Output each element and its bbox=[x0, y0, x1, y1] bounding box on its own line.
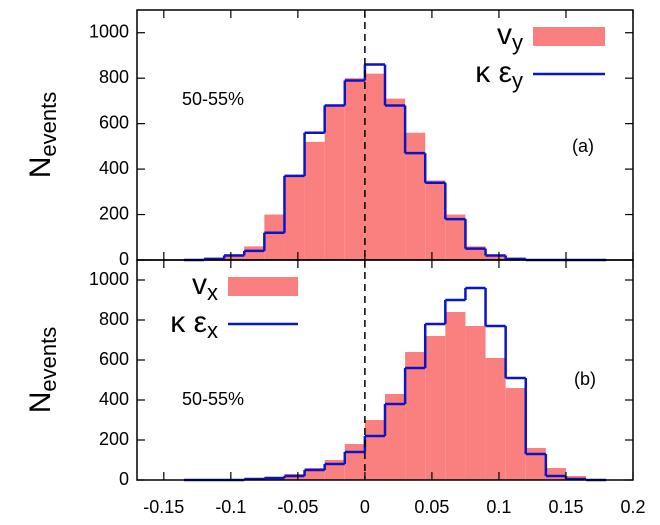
bar bbox=[324, 105, 345, 260]
text-part: N bbox=[24, 392, 57, 414]
legend-label: vy bbox=[497, 18, 523, 55]
bar bbox=[284, 175, 305, 260]
x-tick-label: 0.15 bbox=[548, 497, 583, 517]
text-part: x bbox=[207, 280, 218, 305]
y-tick-label: 400 bbox=[99, 389, 129, 409]
text-part: y bbox=[512, 68, 523, 93]
legend-label: vx bbox=[192, 268, 218, 305]
x-tick-label: 0.05 bbox=[414, 497, 449, 517]
bar bbox=[485, 358, 506, 480]
panel-label: (a) bbox=[572, 136, 594, 156]
bar bbox=[385, 98, 406, 261]
annotation: 50-55% bbox=[182, 389, 244, 409]
y-tick-label: 0 bbox=[119, 249, 129, 269]
bar bbox=[465, 326, 486, 480]
y-tick-label: 200 bbox=[99, 429, 129, 449]
bar bbox=[445, 214, 466, 260]
y-tick-label: 600 bbox=[99, 349, 129, 369]
bar bbox=[405, 132, 426, 260]
bar bbox=[385, 394, 406, 480]
bar bbox=[505, 388, 526, 480]
bar bbox=[525, 448, 546, 480]
legend-swatch bbox=[533, 27, 605, 46]
x-tick-label: -0.05 bbox=[277, 497, 318, 517]
bar bbox=[304, 141, 325, 260]
panel-label: (b) bbox=[574, 369, 596, 389]
y-tick-label: 1000 bbox=[89, 21, 129, 41]
bar bbox=[364, 420, 385, 480]
bar bbox=[344, 444, 365, 480]
text-part: events bbox=[36, 327, 61, 392]
bar bbox=[425, 180, 446, 260]
y-tick-label: 0 bbox=[119, 469, 129, 489]
text-part: N bbox=[24, 157, 57, 179]
bar bbox=[405, 352, 426, 480]
x-tick-label: -0.15 bbox=[143, 497, 184, 517]
y-axis-label: Nevents bbox=[24, 327, 61, 414]
bar bbox=[264, 214, 285, 260]
y-tick-label: 400 bbox=[99, 158, 129, 178]
x-tick-label: -0.1 bbox=[215, 497, 246, 517]
text-part: y bbox=[512, 30, 523, 55]
text-part: κ ε bbox=[475, 56, 512, 89]
x-tick-label: 0 bbox=[360, 497, 370, 517]
legend-label: κ εy bbox=[475, 56, 523, 93]
y-tick-label: 600 bbox=[99, 112, 129, 132]
bar bbox=[485, 255, 506, 260]
bar bbox=[344, 78, 365, 260]
x-tick-label: 0.1 bbox=[486, 497, 511, 517]
bar bbox=[224, 254, 245, 260]
bar bbox=[425, 336, 446, 480]
bar bbox=[545, 468, 566, 480]
text-part: events bbox=[36, 92, 61, 157]
legend-label: κ εx bbox=[170, 306, 218, 343]
bar bbox=[244, 246, 265, 260]
y-tick-label: 1000 bbox=[89, 269, 129, 289]
y-tick-label: 800 bbox=[99, 67, 129, 87]
plot-frame bbox=[136, 259, 634, 481]
bar bbox=[364, 73, 385, 261]
y-tick-label: 800 bbox=[99, 309, 129, 329]
text-part: κ ε bbox=[170, 306, 207, 339]
text-part: v bbox=[497, 18, 512, 51]
y-axis-label: Nevents bbox=[24, 92, 61, 179]
legend-swatch bbox=[228, 277, 298, 296]
text-part: x bbox=[207, 318, 218, 343]
text-part: v bbox=[192, 268, 207, 301]
y-tick-label: 200 bbox=[99, 203, 129, 223]
bar bbox=[445, 312, 466, 480]
annotation: 50-55% bbox=[182, 89, 244, 109]
x-tick-label: 0.2 bbox=[620, 497, 645, 517]
